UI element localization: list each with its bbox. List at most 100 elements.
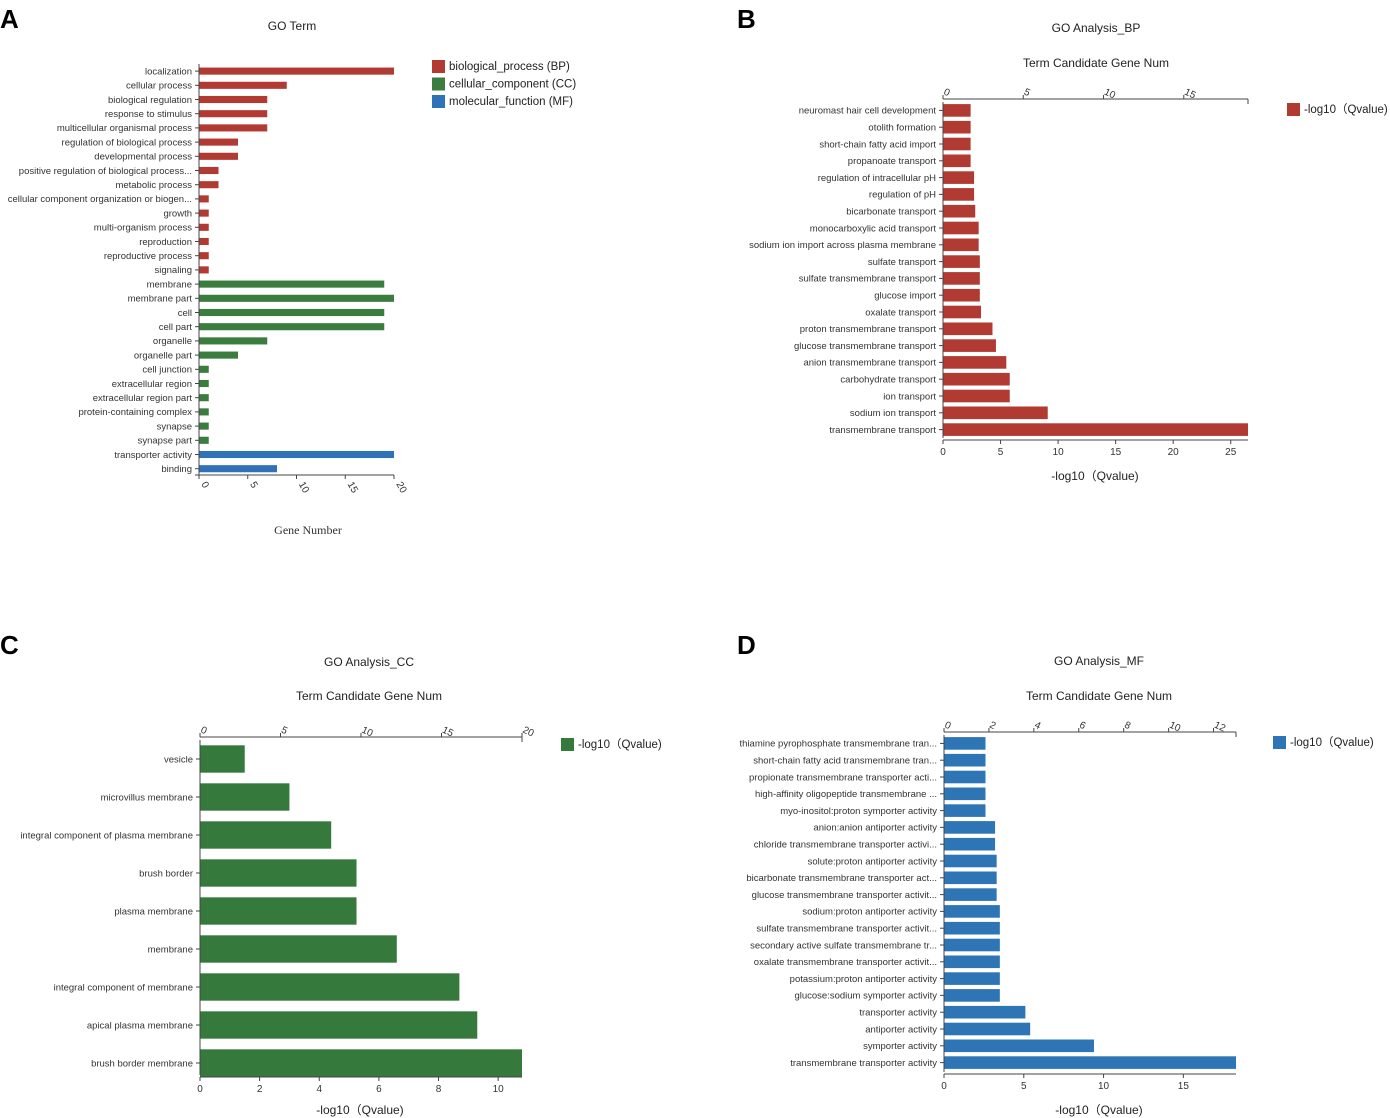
bottom-tick-label: 5: [1021, 1081, 1027, 1092]
top-tick-label: 6: [1078, 720, 1088, 733]
bar: [944, 871, 997, 885]
chart-d: GO Analysis_MF Term Candidate Gene Num thi…: [740, 654, 1374, 1117]
category-label: glucose transmembrane transporter activi…: [752, 890, 937, 901]
top-axis-label: Term Candidate Gene Num: [296, 689, 442, 703]
bottom-tick-label: 10: [1098, 1081, 1110, 1092]
category-label: anion transmembrane transport: [803, 358, 936, 369]
bar: [199, 67, 394, 75]
bottom-tick-label: 15: [1110, 447, 1122, 458]
top-tick-label: 0: [942, 87, 952, 100]
category-label: potassium:proton antiporter activity: [790, 974, 938, 985]
category-label: vesicle: [164, 754, 193, 765]
top-tick-label: 8: [1122, 720, 1132, 733]
bar: [199, 266, 209, 274]
bar: [943, 171, 975, 184]
chart-title: GO Analysis_MF: [1054, 654, 1144, 668]
category-label: organelle: [153, 336, 192, 347]
legend-label: biological_process (BP): [449, 61, 570, 73]
bar: [199, 237, 209, 246]
category-label: secondary active sulfate transmembrane t…: [750, 940, 937, 951]
category-label: microvillus membrane: [101, 792, 193, 803]
category-label: monocarboxylic acid transport: [810, 223, 937, 234]
bar: [944, 1022, 1031, 1036]
top-axis-label: Term Candidate Gene Num: [1026, 689, 1172, 703]
top-tick-label: 10: [1102, 87, 1117, 102]
bar: [199, 365, 209, 373]
category-label: sodium ion transport: [850, 408, 936, 419]
panel-label-c: C: [0, 630, 19, 660]
bar: [944, 770, 986, 784]
bar: [944, 753, 986, 767]
category-label: sodium ion import across plasma membrane: [749, 240, 936, 251]
top-tick-label: 4: [1033, 720, 1043, 733]
bottom-tick-label: 5: [998, 447, 1004, 458]
x-tick-label: 5: [247, 480, 260, 491]
legend-label: -log10（Qvalue): [578, 738, 662, 751]
bar: [199, 465, 277, 473]
bottom-tick-label: 20: [1168, 447, 1180, 458]
panel-label-b: B: [737, 4, 756, 34]
category-label: synapse part: [138, 436, 193, 447]
category-label: metabolic process: [115, 180, 192, 191]
top-tick-label: 10: [1167, 720, 1182, 735]
chart-title: GO Analysis_CC: [324, 655, 414, 669]
bar: [944, 1056, 1236, 1069]
bar: [943, 305, 981, 319]
chart-b: GO Analysis_BP Term Candidate Gene Num neu…: [749, 21, 1388, 483]
bar: [199, 351, 238, 359]
bar: [199, 252, 209, 260]
category-label: brush border: [139, 868, 193, 879]
x-tick-label: 0: [198, 480, 211, 491]
category-label: transmembrane transport: [829, 425, 936, 436]
category-label: membrane: [147, 279, 192, 290]
category-label: developmental process: [94, 152, 192, 163]
category-label: membrane: [148, 944, 193, 955]
category-label: symporter activity: [863, 1041, 937, 1052]
legend-label: -log10（Qvalue): [1290, 736, 1374, 749]
category-label: neuromast hair cell development: [799, 106, 937, 117]
bar: [944, 837, 996, 851]
top-tick-label: 15: [1183, 87, 1198, 102]
bar: [199, 408, 209, 416]
bar: [943, 238, 979, 252]
legend-swatch: [1287, 103, 1300, 116]
category-label: response to stimulus: [105, 109, 192, 120]
top-tick-label: 5: [1022, 87, 1032, 100]
bar: [944, 989, 1000, 1002]
category-label: short-chain fatty acid transmembrane tra…: [753, 756, 937, 767]
bar: [199, 195, 209, 203]
category-label: membrane part: [128, 294, 193, 305]
category-label: propionate transmembrane transporter act…: [749, 772, 937, 783]
bar: [199, 166, 219, 175]
bar: [944, 905, 1000, 918]
category-label: regulation of intracellular pH: [818, 173, 936, 184]
bar: [943, 188, 975, 201]
bar: [200, 935, 397, 963]
bar: [200, 973, 460, 1001]
category-label: apical plasma membrane: [87, 1020, 193, 1031]
bar: [199, 394, 209, 402]
category-label: biological regulation: [108, 95, 192, 106]
panel-c: C GO Analysis_CC Term Candidate Gene Num v…: [0, 620, 700, 1118]
legend-swatch: [432, 60, 445, 73]
bar: [944, 1005, 1026, 1019]
bar: [943, 322, 993, 336]
bar: [943, 104, 971, 117]
category-label: otolith formation: [868, 123, 936, 134]
bottom-tick-label: 25: [1225, 447, 1237, 458]
panel-a: A GO Term localization cellular process bio…: [0, 0, 700, 560]
bottom-tick-label: 6: [376, 1084, 382, 1095]
panel-label-d: D: [737, 630, 756, 660]
category-label: growth: [163, 208, 192, 219]
bar: [944, 921, 1000, 935]
category-label: glucose transmembrane transport: [794, 341, 936, 352]
category-label: reproductive process: [104, 251, 192, 262]
bar: [199, 323, 385, 331]
bar: [199, 223, 209, 231]
category-label: oxalate transmembrane transporter activi…: [754, 957, 937, 968]
bar: [943, 204, 976, 218]
category-label: transporter activity: [859, 1008, 937, 1019]
bar: [944, 804, 986, 817]
category-label: thiamine pyrophosphate transmembrane tra…: [740, 739, 938, 750]
top-tick-label: 20: [521, 725, 536, 740]
